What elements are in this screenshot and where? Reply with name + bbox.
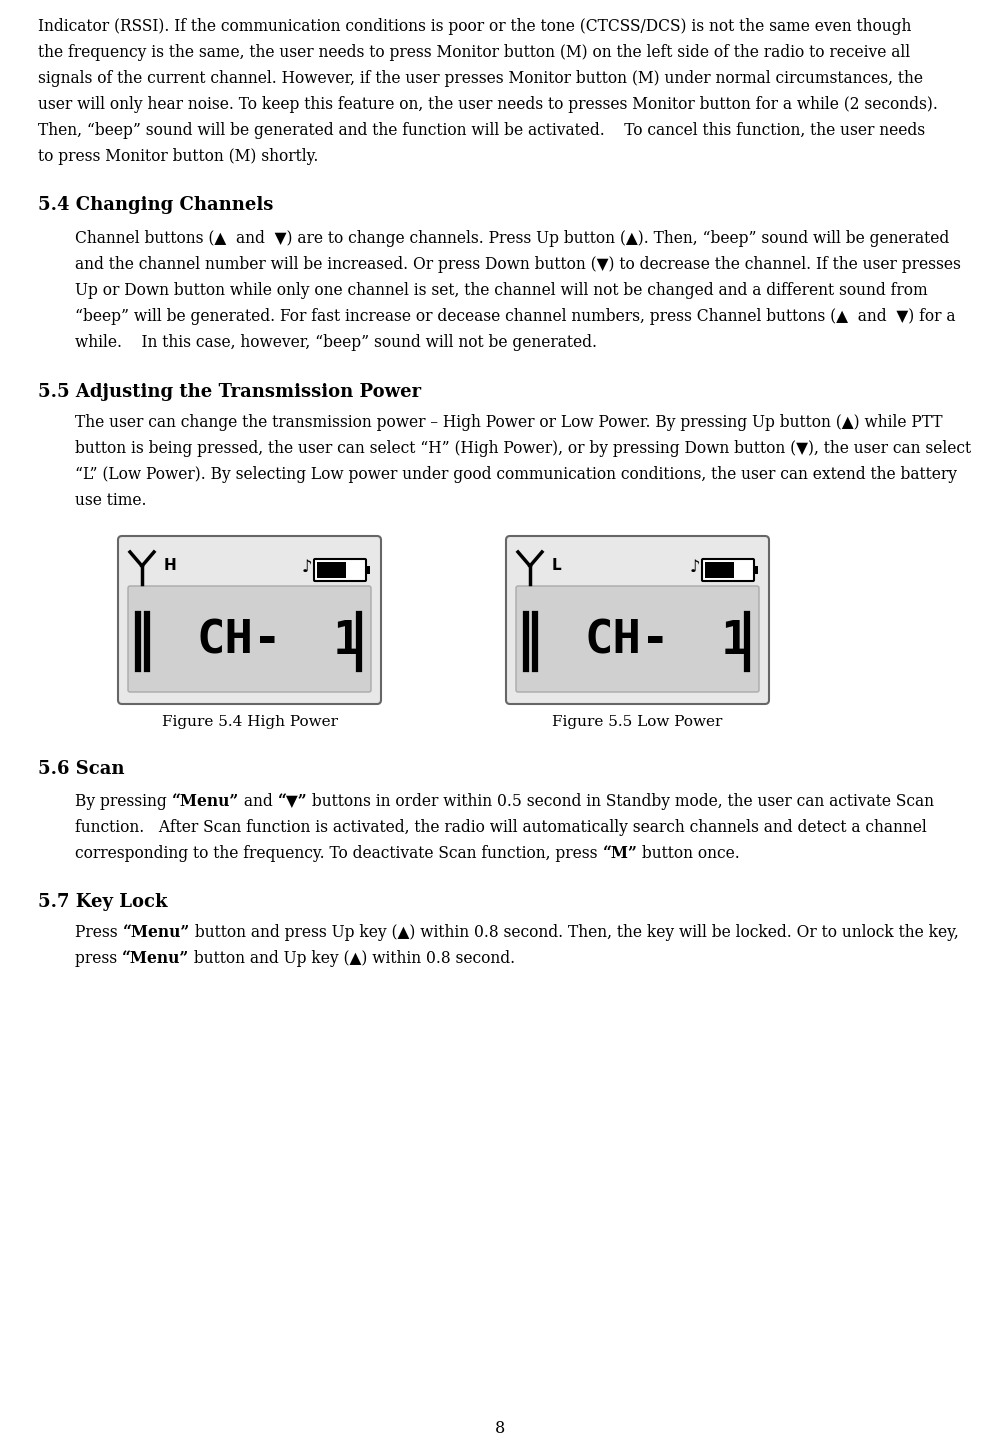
Text: CH-: CH- — [584, 619, 670, 664]
Text: Up or Down button while only one channel is set, the channel will not be changed: Up or Down button while only one channel… — [75, 282, 928, 298]
Bar — [365, 566, 370, 574]
Bar — [317, 562, 346, 578]
Text: “▼”: “▼” — [278, 794, 307, 810]
Text: button and Up key (▲) within 0.8 second.: button and Up key (▲) within 0.8 second. — [189, 949, 515, 967]
Text: use time.: use time. — [75, 492, 147, 510]
Text: Figure 5.5 Low Power: Figure 5.5 Low Power — [552, 715, 722, 729]
Text: CH-: CH- — [197, 619, 283, 664]
Text: The user can change the transmission power – High Power or Low Power. By pressin: The user can change the transmission pow… — [75, 414, 942, 431]
Text: Channel buttons (▲  and  ▼) are to change channels. Press Up button (▲). Then, “: Channel buttons (▲ and ▼) are to change … — [75, 230, 949, 248]
Text: “Menu”: “Menu” — [172, 794, 239, 810]
Bar — [753, 566, 758, 574]
Text: Press: Press — [75, 925, 123, 941]
Text: and: and — [239, 794, 278, 810]
Text: the frequency is the same, the user needs to press Monitor button (M) on the lef: the frequency is the same, the user need… — [38, 44, 910, 61]
Text: while.    In this case, however, “beep” sound will not be generated.: while. In this case, however, “beep” sou… — [75, 333, 597, 351]
Text: to press Monitor button (M) shortly.: to press Monitor button (M) shortly. — [38, 149, 319, 165]
FancyBboxPatch shape — [506, 536, 769, 705]
Text: “beep” will be generated. For fast increase or decease channel numbers, press Ch: “beep” will be generated. For fast incre… — [75, 309, 955, 325]
Text: “Menu”: “Menu” — [123, 925, 190, 941]
Text: buttons in order within 0.5 second in Standby mode, the user can activate Scan: buttons in order within 0.5 second in St… — [307, 794, 934, 810]
Text: corresponding to the frequency. To deactivate Scan function, press: corresponding to the frequency. To deact… — [75, 844, 602, 862]
FancyBboxPatch shape — [314, 559, 366, 581]
Text: 8: 8 — [495, 1420, 504, 1437]
Text: “L” (Low Power). By selecting Low power under good communication conditions, the: “L” (Low Power). By selecting Low power … — [75, 466, 957, 483]
Text: user will only hear noise. To keep this feature on, the user needs to presses Mo: user will only hear noise. To keep this … — [38, 96, 938, 114]
Text: Figure 5.4 High Power: Figure 5.4 High Power — [162, 715, 338, 729]
Text: Then, “beep” sound will be generated and the function will be activated.    To c: Then, “beep” sound will be generated and… — [38, 122, 925, 138]
Text: “Menu”: “Menu” — [122, 949, 189, 967]
Text: Indicator (RSSI). If the communication conditions is poor or the tone (CTCSS/DCS: Indicator (RSSI). If the communication c… — [38, 17, 911, 35]
Text: H: H — [164, 558, 177, 574]
FancyBboxPatch shape — [118, 536, 381, 705]
Text: ♪: ♪ — [302, 558, 313, 577]
Bar — [705, 562, 734, 578]
Text: and the channel number will be increased. Or press Down button (▼) to decrease t: and the channel number will be increased… — [75, 256, 961, 272]
Text: button is being pressed, the user can select “H” (High Power), or by pressing Do: button is being pressed, the user can se… — [75, 440, 971, 457]
FancyBboxPatch shape — [516, 585, 759, 692]
Text: By pressing: By pressing — [75, 794, 172, 810]
Text: 5.6 Scan: 5.6 Scan — [38, 760, 125, 778]
Text: 5.7 Key Lock: 5.7 Key Lock — [38, 893, 168, 911]
FancyBboxPatch shape — [702, 559, 754, 581]
Text: function.   After Scan function is activated, the radio will automatically searc: function. After Scan function is activat… — [75, 818, 927, 836]
Text: 5.4 Changing Channels: 5.4 Changing Channels — [38, 197, 274, 214]
Text: press: press — [75, 949, 122, 967]
Text: signals of the current channel. However, if the user presses Monitor button (M) : signals of the current channel. However,… — [38, 70, 923, 87]
Text: button and press Up key (▲) within 0.8 second. Then, the key will be locked. Or : button and press Up key (▲) within 0.8 s… — [190, 925, 958, 941]
FancyBboxPatch shape — [128, 585, 371, 692]
Text: L: L — [552, 558, 561, 574]
Text: 1: 1 — [333, 619, 362, 664]
Text: “M”: “M” — [602, 844, 637, 862]
Text: button once.: button once. — [637, 844, 740, 862]
Text: 5.5 Adjusting the Transmission Power: 5.5 Adjusting the Transmission Power — [38, 383, 422, 400]
Text: ♪: ♪ — [690, 558, 700, 577]
Text: 1: 1 — [720, 619, 749, 664]
